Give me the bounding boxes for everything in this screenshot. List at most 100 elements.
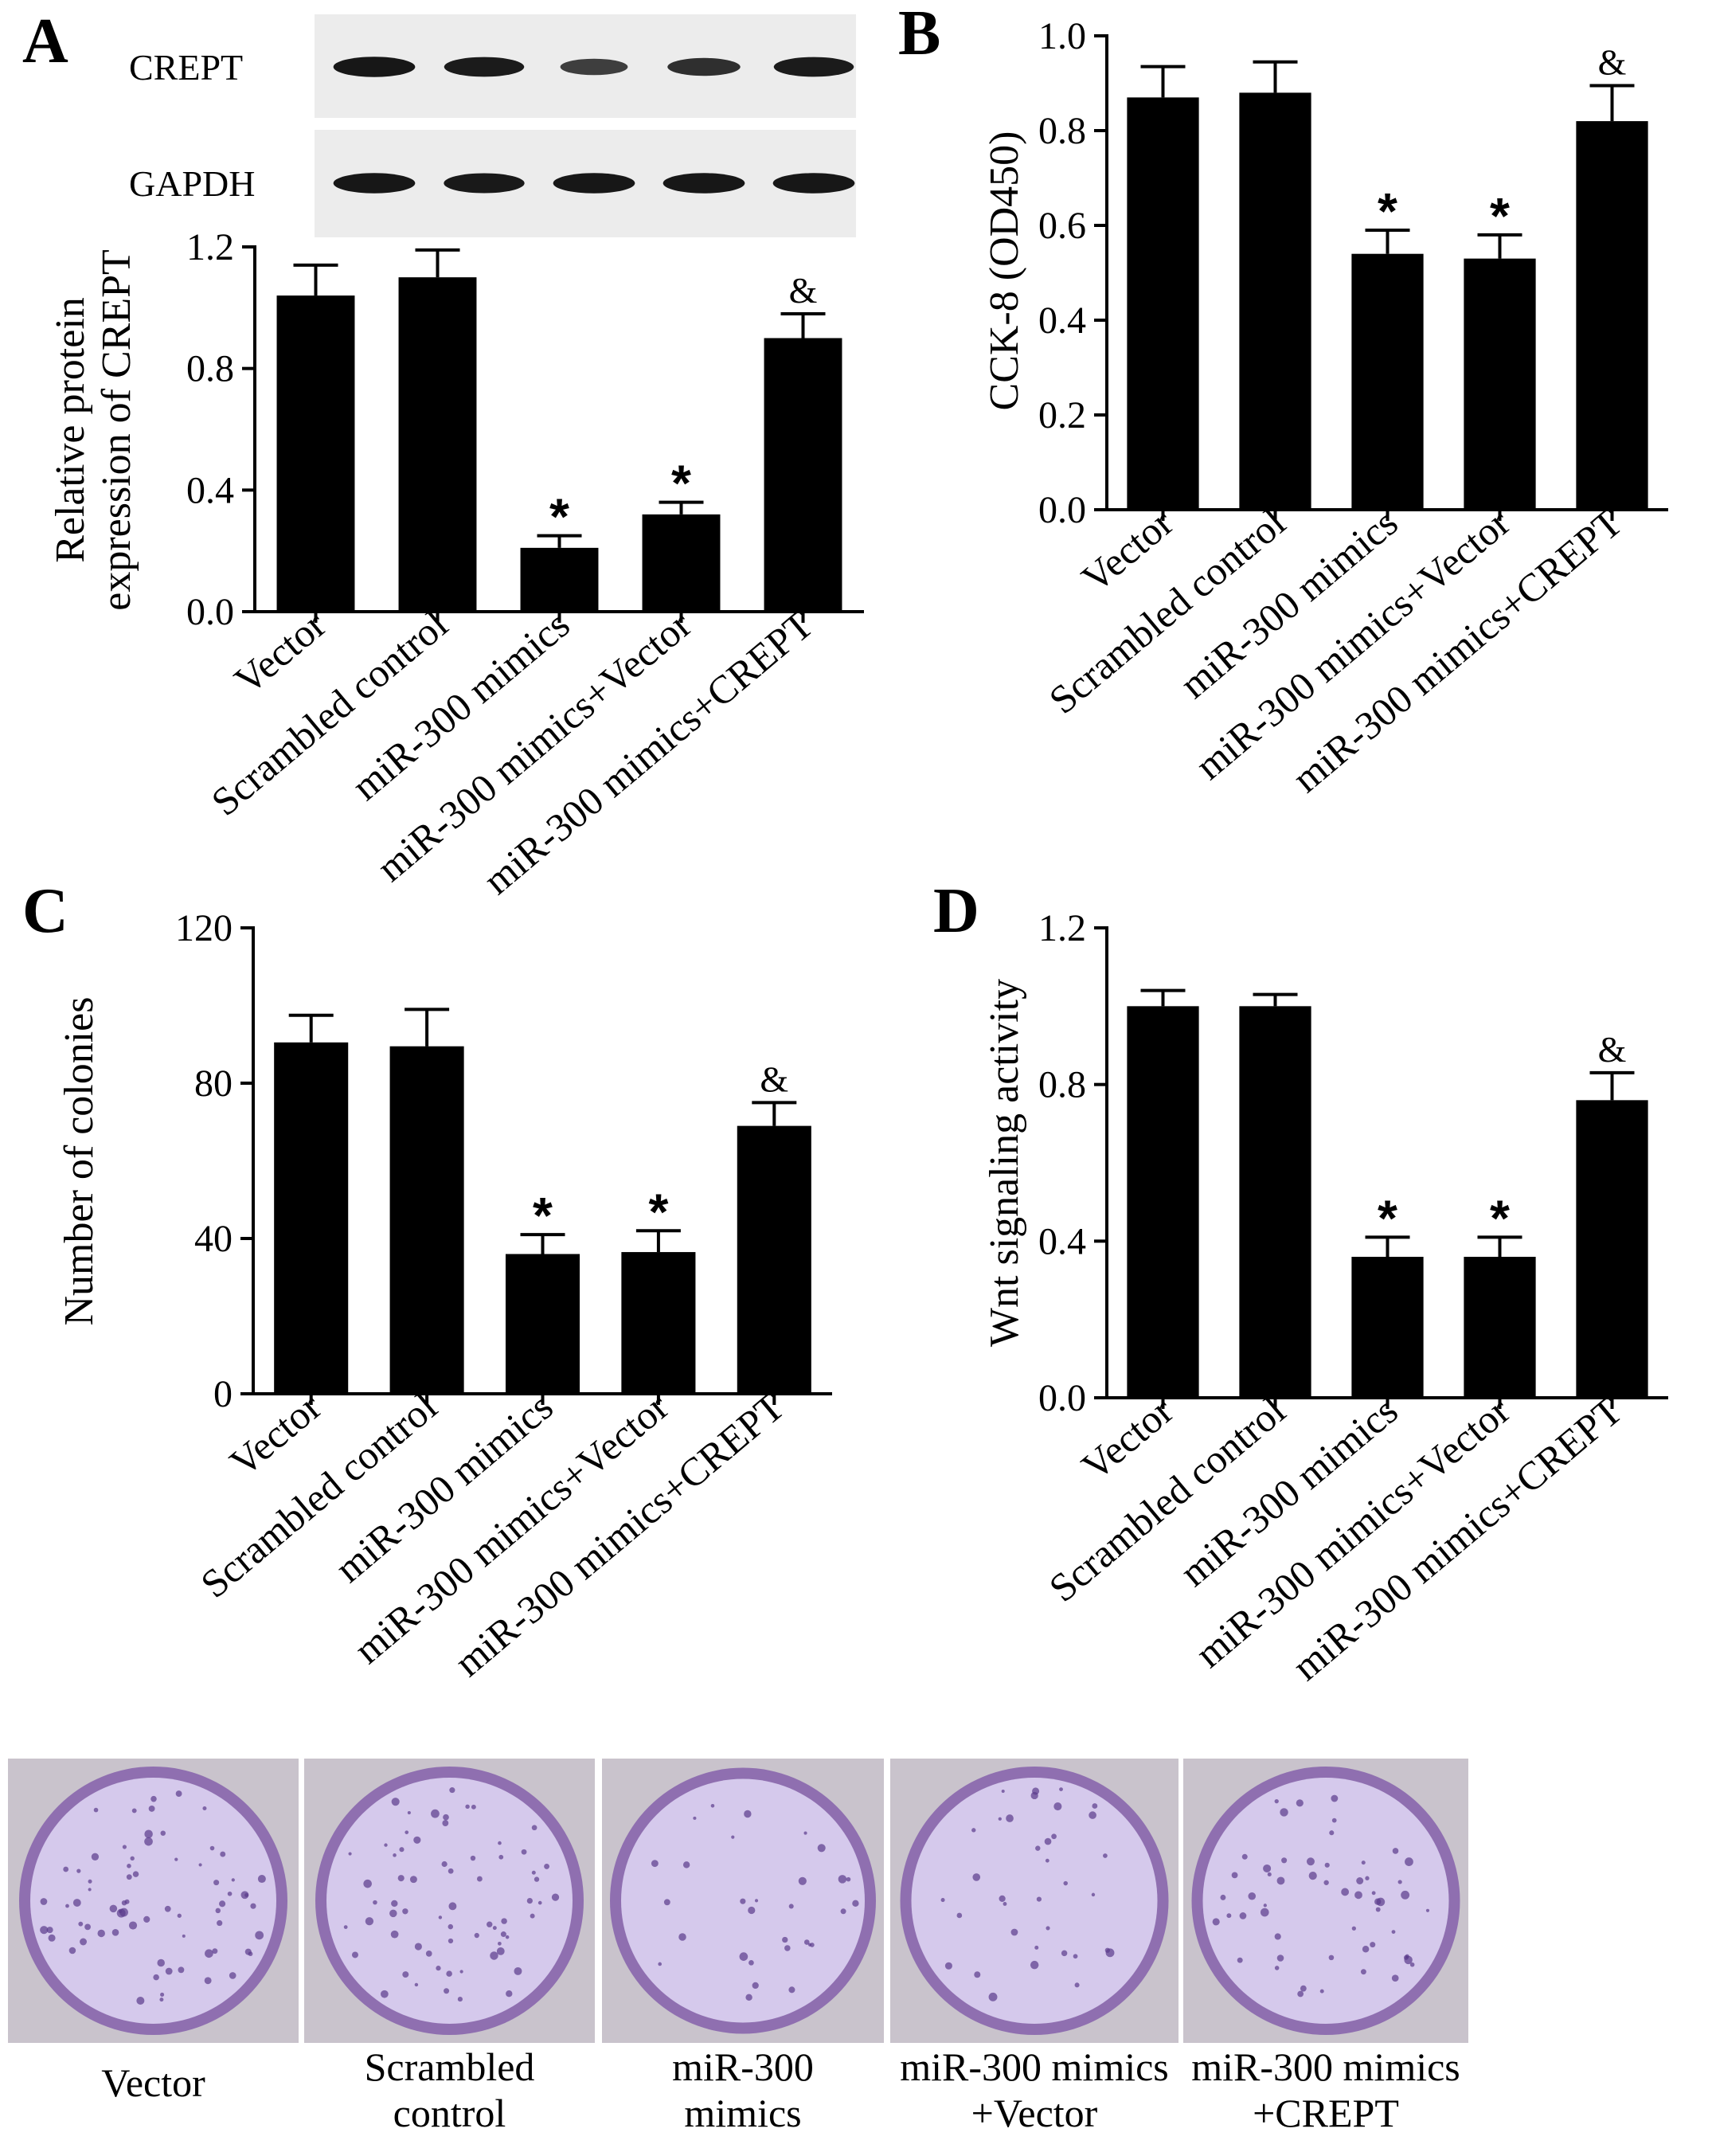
colony-dot xyxy=(1032,1787,1040,1795)
colony-dot xyxy=(160,1830,166,1836)
colony-dot xyxy=(177,1913,182,1918)
colony-dot xyxy=(1392,1848,1399,1854)
colony-dot xyxy=(1074,1982,1080,1988)
significance-star: * xyxy=(1378,1189,1397,1246)
colony-dot xyxy=(1280,1808,1288,1817)
colony-dot xyxy=(531,1870,536,1875)
colony-dot xyxy=(1046,1926,1050,1931)
colony-dot xyxy=(449,1787,455,1794)
colony-dot xyxy=(405,1830,409,1834)
colony-dot xyxy=(1035,1845,1041,1851)
colony-dot xyxy=(351,1951,358,1958)
colony-dot xyxy=(409,1876,417,1884)
significance-star: * xyxy=(1490,1189,1510,1246)
blot-band xyxy=(553,173,635,194)
colony-dot xyxy=(788,1904,794,1909)
colony-dot xyxy=(414,1982,419,1987)
colony-dot xyxy=(205,1949,213,1958)
y-tick-label: 0 xyxy=(213,1373,233,1415)
plate-well xyxy=(326,1778,573,2024)
colony-dot xyxy=(402,1908,408,1915)
plate-caption: +Vector xyxy=(971,2091,1098,2135)
bar xyxy=(1239,92,1311,510)
colony-dot xyxy=(119,1908,128,1917)
blot-row-label: GAPDH xyxy=(129,163,255,204)
colony-dot xyxy=(1331,1818,1337,1823)
colony-plates: Vector ScrambledcontrolmiR-300mimicsmiR-3… xyxy=(8,1759,1468,2135)
colony-dot xyxy=(431,1809,440,1818)
chart-panel-a: 0.0 0.4 0.8 1.2 Relative protein expression o… xyxy=(48,226,864,903)
colony-dot xyxy=(658,1962,663,1966)
colony-dot xyxy=(956,1912,963,1919)
colony-dot xyxy=(407,1810,411,1815)
colony-dot xyxy=(1003,1902,1007,1906)
colony-dot xyxy=(40,1926,49,1935)
colony-dot xyxy=(457,1997,463,2002)
y-tick-label: 0.4 xyxy=(186,469,234,511)
bar xyxy=(1351,253,1424,510)
colony-dot xyxy=(178,1966,185,1974)
y-tick-label: 40 xyxy=(194,1218,233,1260)
colony-dot xyxy=(1237,1957,1243,1963)
colony-dot xyxy=(739,1952,749,1961)
colony-dot xyxy=(788,1986,795,1994)
colony-dot xyxy=(231,1878,235,1882)
colony-dot xyxy=(470,1855,476,1861)
colony-dot xyxy=(838,1875,847,1884)
colony-dot xyxy=(506,1990,513,1998)
colony-dot xyxy=(122,1845,127,1849)
colony-dot xyxy=(348,1852,352,1856)
colony-dot xyxy=(1061,1950,1068,1957)
colony-dot xyxy=(248,1951,253,1957)
colony-dot xyxy=(389,1909,397,1918)
significance-star: * xyxy=(1378,182,1397,240)
colony-dot xyxy=(1053,1802,1062,1811)
colony-dot xyxy=(1365,1876,1370,1880)
colony-dot xyxy=(1324,1862,1330,1868)
colony-dot xyxy=(1091,1892,1096,1897)
colony-dot xyxy=(390,1930,399,1939)
colony-dot xyxy=(413,1836,421,1844)
colony-dot xyxy=(731,1835,735,1839)
bar xyxy=(1127,97,1199,511)
colony-dot xyxy=(1391,1930,1396,1934)
panel-letter-d: D xyxy=(933,876,979,946)
colony-dot xyxy=(68,1947,76,1954)
colony-dot xyxy=(97,1929,105,1938)
colony-dot xyxy=(446,1970,452,1977)
colony-dot xyxy=(1281,1857,1288,1864)
colony-dot xyxy=(217,1919,223,1927)
significance-ampersand: & xyxy=(1598,41,1627,82)
colony-dot xyxy=(1239,1912,1247,1919)
colony-dot xyxy=(436,1966,441,1971)
colony-dot xyxy=(1051,1833,1057,1840)
colony-dot xyxy=(1105,1948,1115,1958)
plate-caption: control xyxy=(393,2091,506,2135)
colony-dot xyxy=(988,1992,998,2001)
colony-dot xyxy=(182,1934,186,1938)
colony-dot xyxy=(76,1868,81,1873)
bar xyxy=(276,295,355,612)
y-tick-label: 0.8 xyxy=(186,348,234,390)
colony-dot xyxy=(1397,1880,1402,1884)
colony-dot xyxy=(1371,1891,1376,1896)
colony-dot xyxy=(530,1913,535,1919)
significance-ampersand: & xyxy=(1598,1029,1627,1070)
colony-dot xyxy=(537,1900,542,1905)
bar xyxy=(1127,1006,1199,1398)
colony-dot xyxy=(496,1947,505,1955)
significance-star: * xyxy=(648,1183,668,1240)
colony-dot xyxy=(1409,1962,1415,1967)
colony-dot xyxy=(1248,1892,1257,1900)
colony-dot xyxy=(384,1843,388,1847)
bar xyxy=(642,514,721,612)
colony-dot xyxy=(159,1998,164,2002)
colony-dot xyxy=(465,1804,470,1810)
colony-dot xyxy=(807,1943,812,1947)
colony-dot xyxy=(852,1900,859,1908)
colony-dot xyxy=(1331,1794,1339,1802)
colony-dot xyxy=(749,1959,754,1966)
colony-dot xyxy=(534,1876,540,1882)
